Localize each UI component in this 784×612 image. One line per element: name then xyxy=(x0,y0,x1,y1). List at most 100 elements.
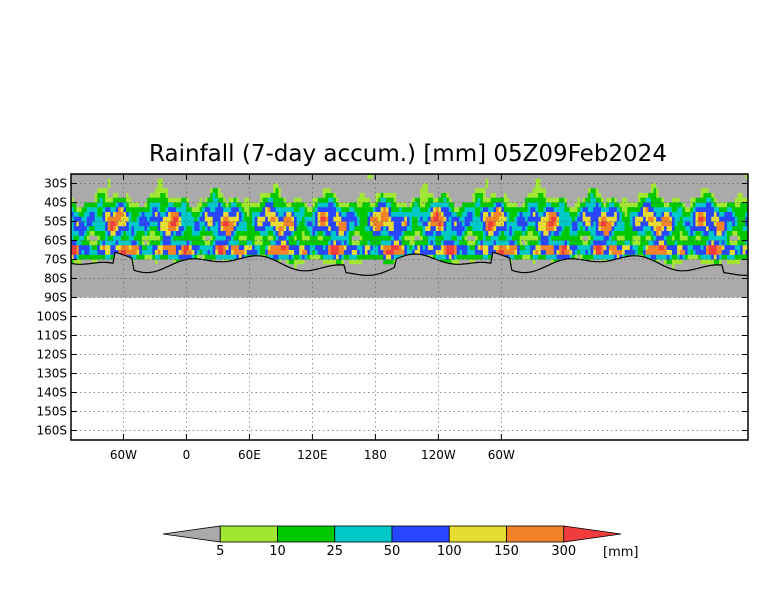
rain-cell xyxy=(708,197,712,203)
rain-cell xyxy=(603,202,607,208)
rain-cell xyxy=(144,226,148,232)
rain-cell xyxy=(729,188,733,194)
rain-cell xyxy=(543,259,547,265)
rain-cell xyxy=(461,250,465,256)
rain-cell xyxy=(582,193,586,199)
rain-cell xyxy=(244,221,248,227)
rain-cell xyxy=(530,259,534,265)
rain-cell xyxy=(496,193,500,199)
rain-cell xyxy=(401,226,405,232)
rain-cell xyxy=(540,188,544,194)
rain-cell xyxy=(343,178,347,184)
rain-cell xyxy=(136,235,140,241)
rain-cell xyxy=(524,207,528,213)
rain-cell xyxy=(215,231,219,237)
rain-cell xyxy=(461,231,465,237)
rain-cell xyxy=(346,240,350,246)
rain-cell xyxy=(540,183,544,189)
rain-cell xyxy=(404,207,408,213)
rain-cell xyxy=(685,212,688,218)
rain-cell xyxy=(564,216,568,222)
rain-cell xyxy=(532,193,536,199)
rain-cell xyxy=(503,235,507,241)
rain-cell xyxy=(73,250,77,256)
rain-cell xyxy=(475,245,479,251)
rain-cell xyxy=(459,207,463,213)
rain-cell xyxy=(729,212,733,218)
rain-cell xyxy=(598,178,602,184)
rain-cell xyxy=(669,240,673,246)
rain-cell xyxy=(322,202,326,208)
rain-cell xyxy=(160,174,164,180)
rain-cell xyxy=(664,245,667,251)
rain-cell xyxy=(343,193,347,199)
rain-cell xyxy=(690,202,694,208)
rain-cell xyxy=(551,221,555,227)
rain-cell xyxy=(267,174,271,180)
rain-cell xyxy=(107,240,111,246)
rain-cell xyxy=(317,240,321,246)
rain-cell xyxy=(378,254,381,260)
rain-cell xyxy=(120,188,124,194)
rain-cell xyxy=(196,235,200,241)
rain-cell xyxy=(351,250,355,256)
rain-cell xyxy=(475,178,479,184)
rain-cell xyxy=(102,193,106,199)
rain-cell xyxy=(706,240,709,246)
rain-cell xyxy=(123,226,127,232)
rain-cell xyxy=(362,221,366,227)
rain-cell xyxy=(503,231,507,237)
rain-cell xyxy=(160,240,164,246)
rain-cell xyxy=(585,226,589,232)
rain-cell xyxy=(262,221,266,227)
rain-cell xyxy=(315,240,318,246)
rain-cell xyxy=(343,202,347,208)
rain-cell xyxy=(674,240,678,246)
rain-cell xyxy=(477,174,481,180)
rain-cell xyxy=(393,254,397,260)
rain-cell xyxy=(183,226,187,232)
rain-cell xyxy=(509,235,513,241)
rain-cell xyxy=(393,193,397,199)
rain-cell xyxy=(296,221,300,227)
rain-cell xyxy=(653,245,657,251)
rain-cell xyxy=(480,178,484,184)
rain-cell xyxy=(582,212,586,218)
rain-cell xyxy=(105,240,109,246)
rain-cell xyxy=(650,254,654,260)
rain-cell xyxy=(228,216,232,222)
rain-cell xyxy=(354,183,358,189)
rain-cell xyxy=(252,193,255,199)
rain-cell xyxy=(367,212,371,218)
rain-cell xyxy=(385,235,389,241)
rain-cell xyxy=(147,216,151,222)
rain-cell xyxy=(409,202,413,208)
rain-cell xyxy=(687,250,691,256)
rain-cell xyxy=(133,193,137,199)
rain-cell xyxy=(196,221,200,227)
rain-cell xyxy=(97,254,101,260)
rain-cell xyxy=(488,202,492,208)
rain-cell xyxy=(228,226,232,232)
rain-cell xyxy=(616,188,620,194)
rain-cell xyxy=(238,240,242,246)
rain-cell xyxy=(388,221,392,227)
rain-cell xyxy=(349,207,353,213)
rain-cell xyxy=(475,250,479,256)
rain-cell xyxy=(734,245,738,251)
rain-cell xyxy=(535,235,539,241)
rain-cell xyxy=(241,235,245,241)
rain-cell xyxy=(700,183,704,189)
rain-cell xyxy=(162,245,166,251)
rain-cell xyxy=(482,240,486,246)
rain-cell xyxy=(223,254,227,260)
rain-cell xyxy=(485,188,489,194)
rain-cell xyxy=(671,231,675,237)
rain-cell xyxy=(459,216,463,222)
rain-cell xyxy=(456,212,460,218)
rain-cell xyxy=(220,235,224,241)
rain-cell xyxy=(71,178,74,184)
rain-cell xyxy=(561,245,565,251)
rain-cell xyxy=(435,240,439,246)
rain-cell xyxy=(448,226,452,232)
